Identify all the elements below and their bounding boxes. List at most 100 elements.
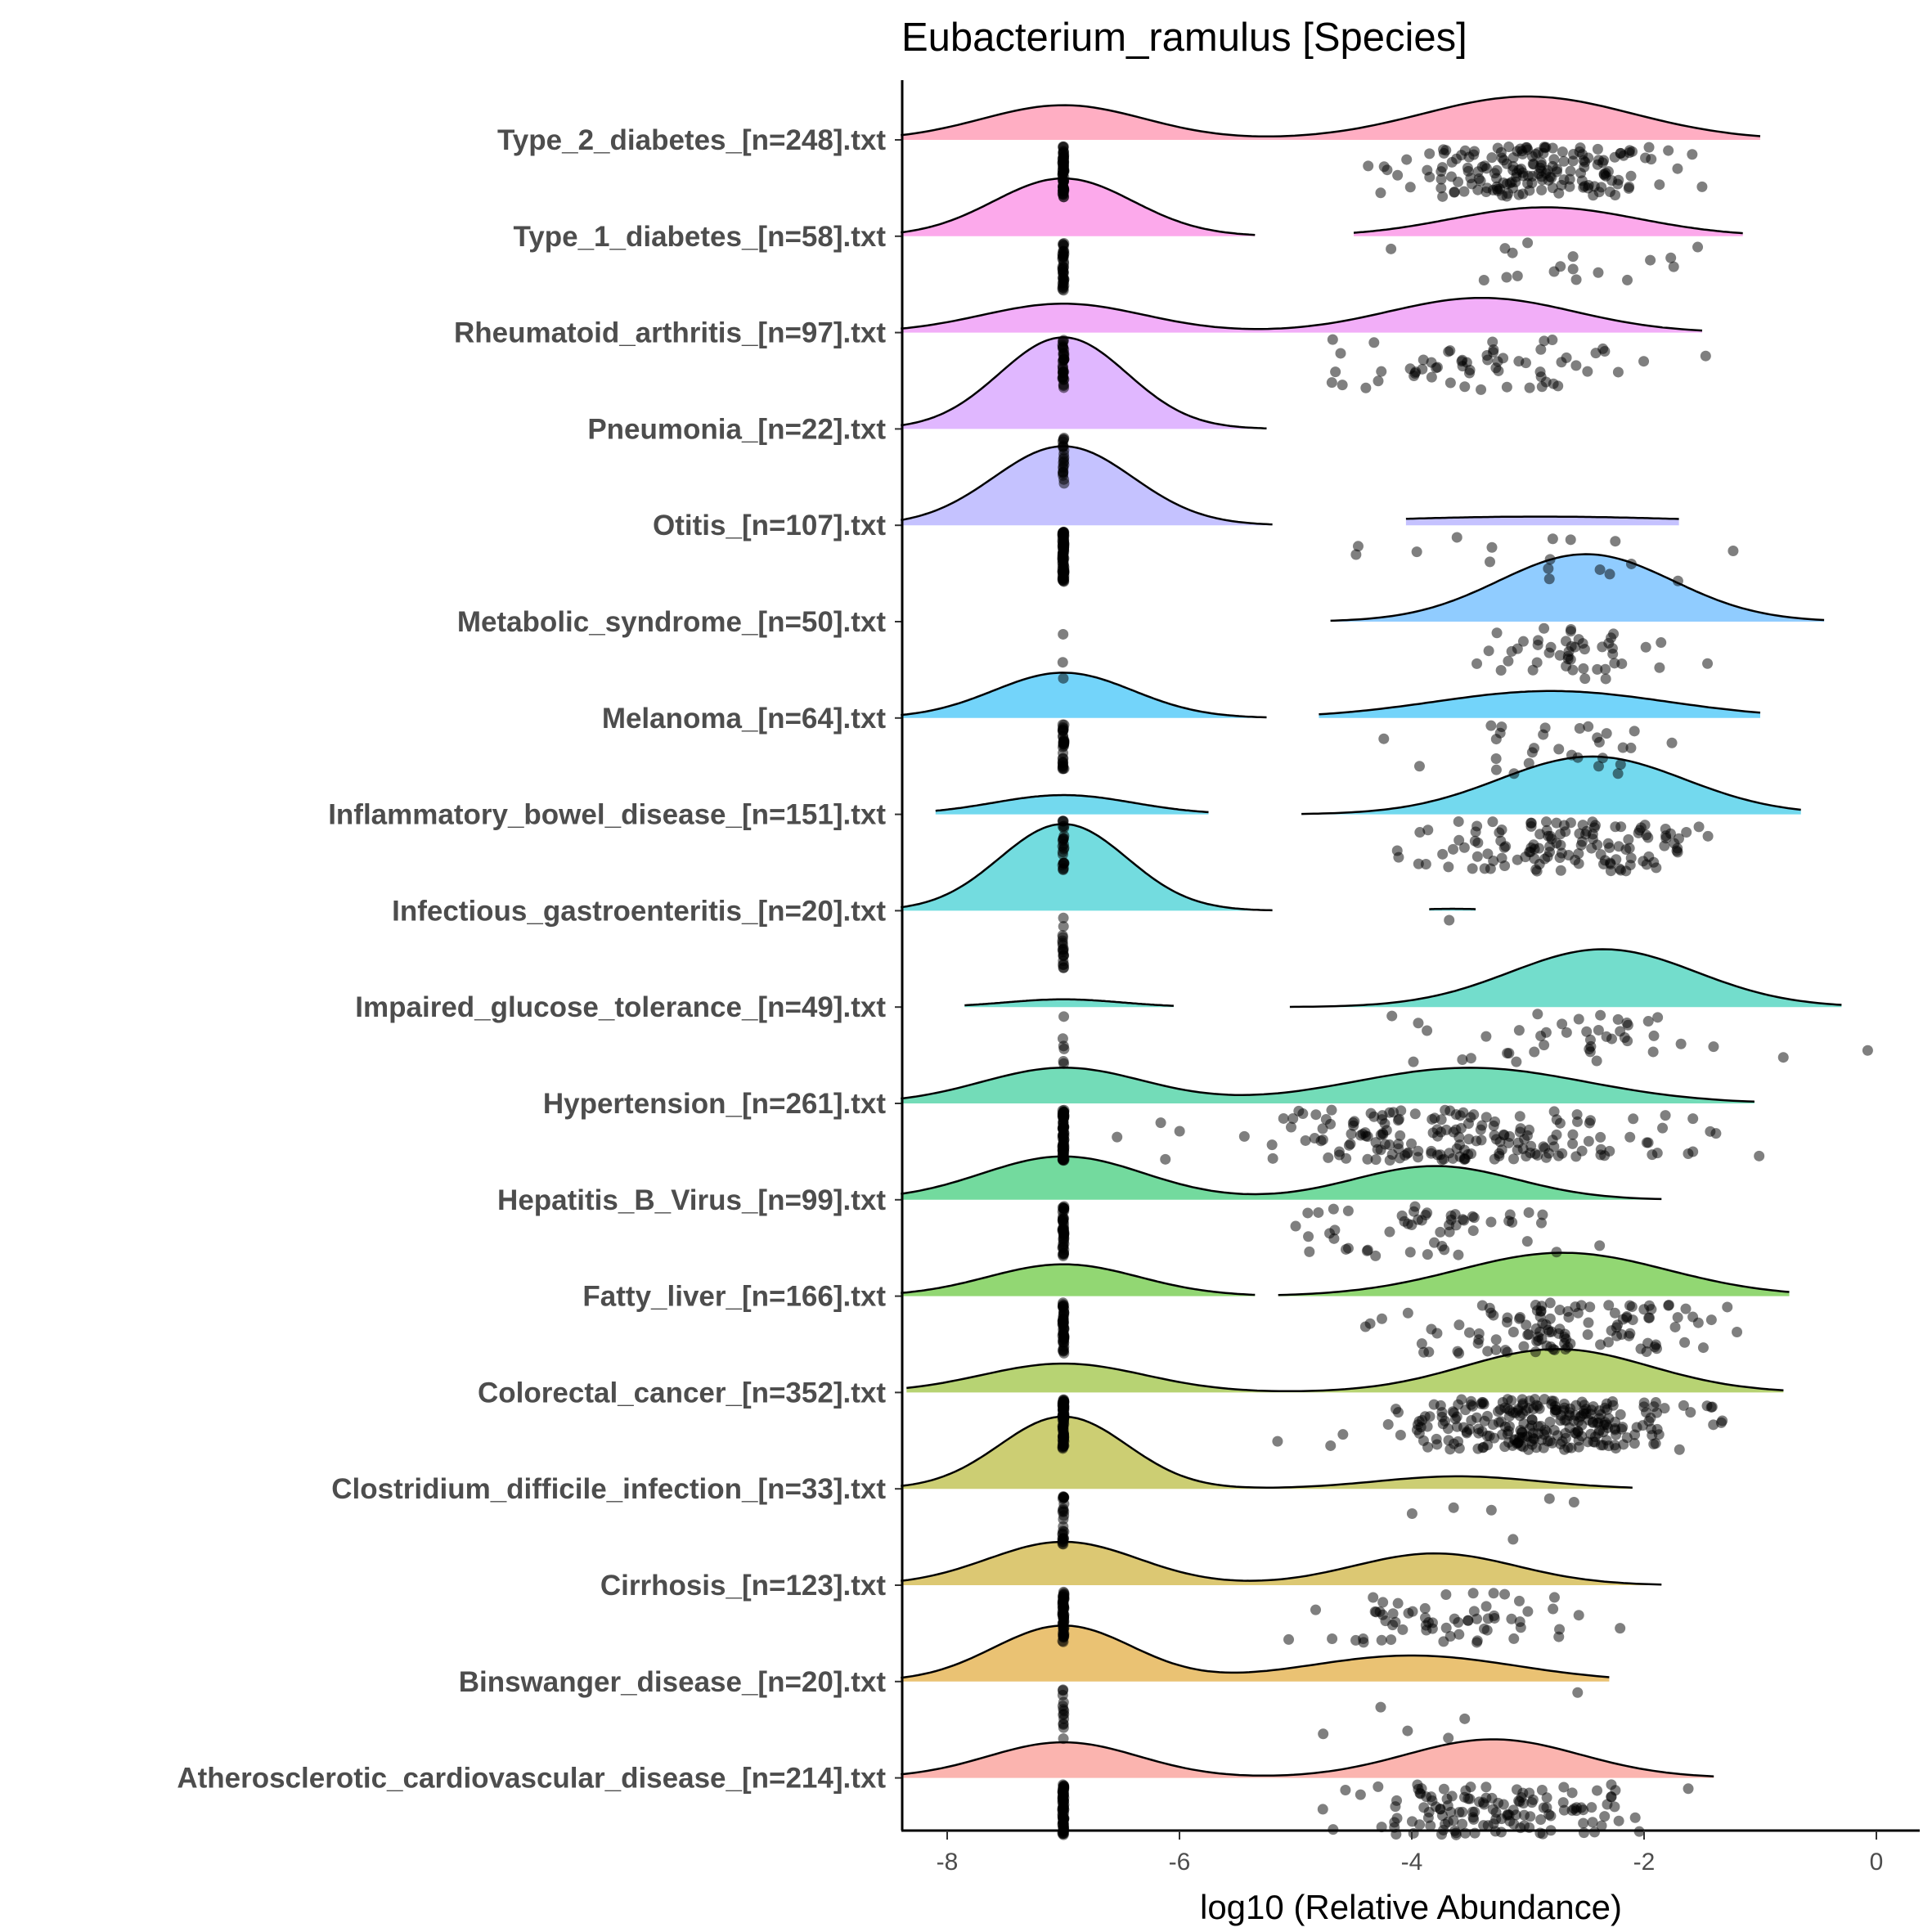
data-point (1521, 1319, 1532, 1331)
data-point (1476, 1134, 1487, 1146)
data-point (1379, 1118, 1391, 1130)
data-point (1512, 1437, 1523, 1449)
data-point (1471, 658, 1483, 669)
data-point (1490, 764, 1502, 775)
data-point (1579, 156, 1591, 168)
data-point (1543, 1493, 1555, 1504)
data-point (1578, 1827, 1589, 1839)
x-axis-title: log10 (Relative Abundance) (1200, 1888, 1622, 1926)
data-point (1680, 1303, 1692, 1314)
data-point (1508, 1153, 1520, 1165)
data-point (1442, 1423, 1453, 1435)
y-tick-label: Type_2_diabetes_[n=248].txt (497, 124, 886, 156)
density-fill (901, 446, 1273, 526)
data-point (1376, 1313, 1387, 1324)
density-line (901, 1624, 1610, 1679)
density-line (1301, 755, 1801, 815)
data-point (1535, 1030, 1547, 1041)
x-tick-label: 0 (1870, 1849, 1884, 1876)
data-point (1495, 835, 1507, 847)
data-point (1480, 1031, 1492, 1042)
data-point (1057, 1598, 1068, 1610)
data-point (1323, 1152, 1334, 1163)
data-point (1594, 564, 1606, 575)
density-fill (1330, 554, 1825, 622)
y-tick-label: Cirrhosis_[n=123].txt (600, 1570, 886, 1602)
data-point (1386, 1634, 1397, 1646)
data-point (1057, 343, 1068, 354)
data-point (1728, 545, 1739, 556)
data-point (1363, 160, 1374, 172)
data-point (1418, 1346, 1430, 1358)
data-point (1058, 1111, 1069, 1122)
data-point (1057, 372, 1068, 384)
y-tick-label: Rheumatoid_arthritis_[n=97].txt (454, 317, 886, 349)
data-point (1565, 165, 1576, 177)
data-point (1058, 1609, 1069, 1620)
data-point (1581, 1026, 1593, 1037)
data-point (1524, 847, 1535, 858)
data-point (1572, 1687, 1584, 1698)
data-point (1058, 950, 1069, 961)
data-point (1413, 1783, 1424, 1795)
density-fill (901, 1739, 1714, 1778)
data-point (1579, 1400, 1590, 1411)
data-point (1370, 1250, 1382, 1261)
data-point (1525, 820, 1537, 832)
data-point (1540, 1319, 1552, 1330)
data-point (1521, 1151, 1532, 1162)
data-point (1862, 1045, 1873, 1056)
y-tick-label: Colorectal_cancer_[n=352].txt (478, 1377, 886, 1409)
data-point (1499, 1588, 1511, 1600)
data-point (1732, 1327, 1743, 1338)
data-point (1285, 1121, 1296, 1133)
data-point (1435, 1804, 1446, 1815)
data-point (1504, 1130, 1516, 1142)
data-point (1333, 1146, 1345, 1157)
data-point (1238, 1130, 1250, 1142)
data-point (1624, 1300, 1635, 1311)
data-point (1453, 1131, 1465, 1143)
y-tick-label: Melanoma_[n=64].txt (602, 703, 887, 735)
data-point (1622, 274, 1633, 285)
data-point (1317, 1134, 1328, 1145)
data-point (1478, 274, 1489, 285)
data-point (1490, 753, 1502, 765)
data-point (1058, 1439, 1069, 1450)
data-point (1444, 1226, 1455, 1238)
data-point (1426, 1323, 1437, 1335)
data-point (1436, 173, 1447, 185)
data-point (1457, 1818, 1468, 1830)
data-point (1595, 1131, 1606, 1143)
data-point (1482, 1346, 1494, 1357)
data-point (1058, 912, 1069, 923)
data-point (1672, 163, 1683, 174)
data-point (1436, 182, 1447, 194)
data-point (1397, 1624, 1409, 1635)
data-point (1600, 168, 1611, 179)
data-point (1586, 1802, 1597, 1813)
data-point (1558, 1804, 1570, 1816)
density-fill (901, 1156, 1662, 1200)
data-point (1507, 247, 1518, 258)
data-point (1722, 1301, 1733, 1313)
data-point (1462, 1793, 1474, 1804)
data-point (1643, 1312, 1655, 1323)
data-point (1267, 1152, 1278, 1164)
data-point (1310, 1604, 1321, 1615)
data-point (1613, 841, 1624, 852)
data-point (1375, 1129, 1386, 1140)
data-point (1495, 664, 1507, 676)
data-point (1438, 1783, 1449, 1795)
data-point (1625, 742, 1637, 753)
data-point (1608, 628, 1620, 640)
data-point (1384, 1154, 1395, 1166)
data-point (1556, 847, 1567, 859)
data-point (1533, 168, 1544, 179)
data-point (1573, 858, 1584, 869)
data-point (1534, 1827, 1546, 1839)
data-point (1552, 1430, 1563, 1441)
data-point (1543, 573, 1555, 585)
data-point (1508, 768, 1520, 780)
data-point (1522, 1606, 1534, 1617)
